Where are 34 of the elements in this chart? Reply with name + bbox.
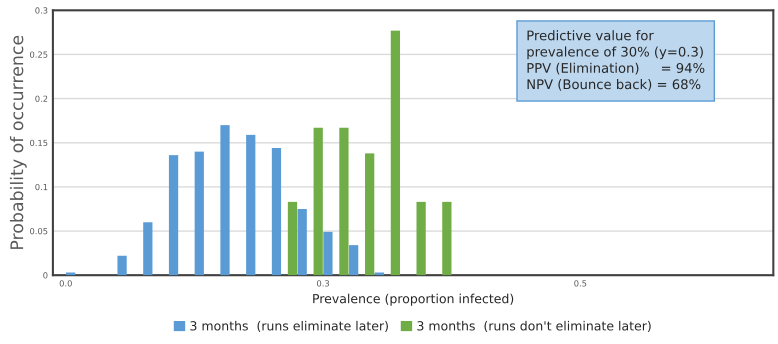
legend-label: 3 months (runs eliminate later) (190, 320, 388, 332)
bar (143, 222, 152, 276)
y-tick-label: 0.1 (35, 184, 48, 190)
bar (374, 272, 384, 276)
bar (314, 128, 323, 276)
bar (288, 202, 298, 276)
x-axis-title: Prevalence (proportion infected) (313, 294, 514, 306)
y-tick-label: 0.05 (30, 228, 48, 234)
bar (390, 30, 400, 276)
bar (365, 153, 374, 276)
bar (323, 232, 333, 276)
bar (66, 272, 76, 276)
bar (246, 134, 256, 276)
bar (442, 202, 452, 276)
annotation: Predictive value for prevalence of 30% (y=0.3) PPV (Elimination) = 94% NPV (Bounce back) = 68% (527, 30, 704, 91)
bar (272, 148, 282, 276)
bar (349, 245, 358, 276)
x-tick-label: 0.3 (316, 280, 330, 287)
y-axis-title: Probability of occurrence (10, 36, 27, 249)
bar (194, 152, 204, 276)
legend-label: 3 months (runs don't eliminate later) (417, 320, 651, 332)
bar (117, 256, 127, 276)
y-tick-label: 0.3 (35, 7, 48, 14)
y-tick-label: 0.15 (30, 140, 48, 146)
bar (298, 208, 307, 276)
y-tick-label: 0 (43, 272, 48, 278)
bar (339, 128, 349, 276)
x-tick-label: 0.0 (60, 280, 72, 287)
y-tick-label: 0.25 (30, 51, 48, 58)
y-tick-label: 0.2 (35, 96, 48, 102)
bar (220, 125, 230, 276)
bar (416, 202, 426, 276)
bar (168, 155, 178, 276)
x-tick-label: 0.5 (574, 280, 586, 287)
